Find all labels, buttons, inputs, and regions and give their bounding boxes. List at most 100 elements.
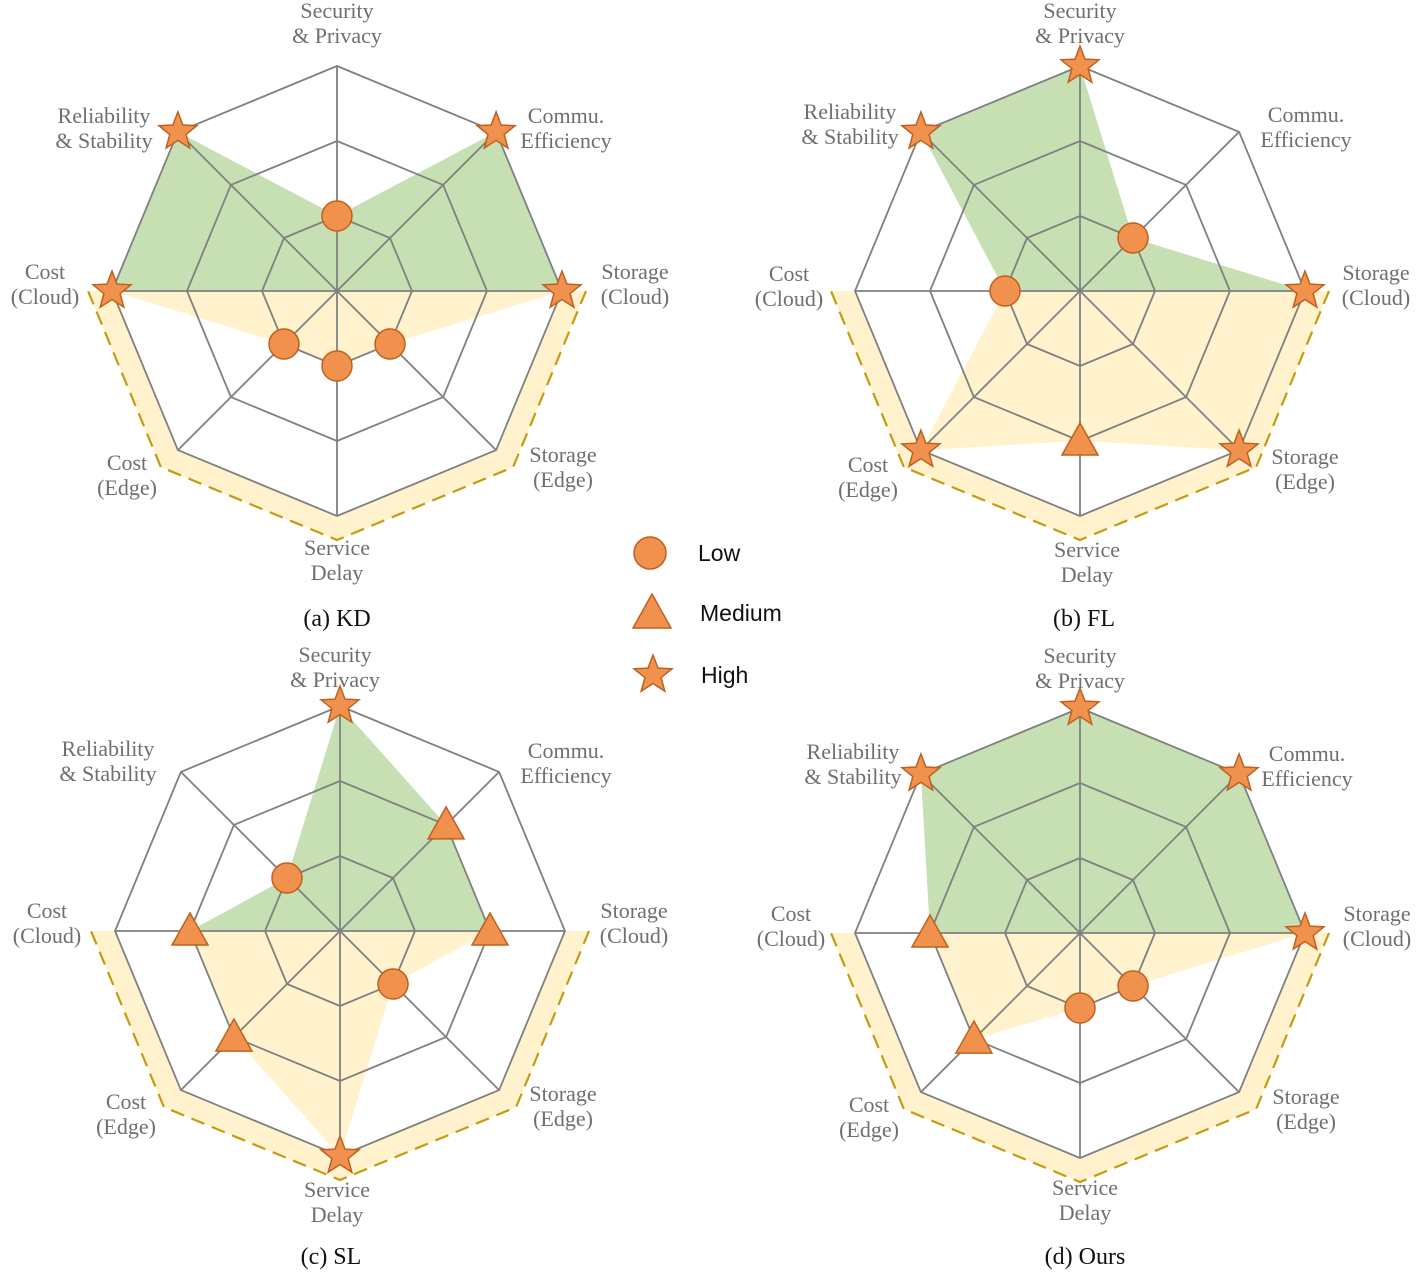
green-area (920, 708, 1305, 933)
axis-spoke (339, 771, 500, 932)
axis-label: Storage (Edge) (1272, 1084, 1339, 1134)
axis-spoke (920, 773, 1081, 934)
value-marker-star (156, 109, 199, 150)
legend-label: High (701, 662, 748, 688)
value-marker-circle (321, 200, 353, 232)
value-marker-star (1058, 43, 1102, 84)
yellow-band (88, 291, 586, 540)
value-marker-triangle (170, 911, 210, 946)
radar-panel-fl: Security & Privacy Commu. Efficiency Storage… (755, 0, 1410, 632)
axis-label: Cost (Cloud) (755, 261, 823, 311)
axis-label: Storage (Edge) (529, 1081, 596, 1131)
yellow-band (831, 933, 1329, 1182)
value-marker-circle (271, 862, 303, 894)
axis-label: Service Delay (1052, 1175, 1118, 1225)
value-marker-star (899, 751, 942, 792)
radar-panel-ours: Security & Privacy Commu. Efficiency Storage… (757, 643, 1411, 1270)
value-marker-star (318, 1133, 362, 1174)
axis-label: Storage (Edge) (529, 442, 596, 492)
axis-label: Cost (Cloud) (11, 259, 79, 309)
dashed-border (86, 290, 588, 542)
axis-label: Commu. Efficiency (1260, 102, 1351, 152)
value-marker-star (1058, 685, 1102, 726)
panel-caption: (d) Ours (1045, 1244, 1126, 1270)
axis-label: Security & Privacy (292, 0, 382, 48)
green-area (112, 131, 562, 291)
value-marker-triangle (1060, 421, 1100, 456)
yellow-band (831, 291, 1329, 540)
axis-label: Service Delay (1054, 537, 1120, 587)
green-area (920, 66, 1305, 291)
legend-label: Low (698, 540, 741, 566)
dashed-border (829, 932, 1331, 1184)
legend-circle-icon (633, 536, 667, 570)
axis-label: Security & Privacy (290, 642, 380, 692)
axis-label: Commu. Efficiency (520, 738, 611, 788)
axis-label: Security & Privacy (1035, 0, 1125, 48)
value-marker-triangle (426, 805, 466, 840)
panel-caption: (b) FL (1053, 606, 1115, 632)
axis-spoke (1079, 131, 1240, 292)
dashed-border (829, 290, 1331, 542)
value-marker-triangle (910, 913, 950, 948)
axis-label: Service Delay (304, 535, 370, 585)
value-marker-star (1218, 427, 1261, 469)
value-marker-star (1218, 751, 1261, 792)
value-marker-star (1283, 910, 1327, 951)
radar-panel-sl: Security & Privacy Commu. Efficiency Storage… (13, 642, 668, 1270)
axis-label: Service Delay (304, 1177, 370, 1227)
value-marker-circle (374, 328, 406, 360)
value-marker-circle (989, 275, 1021, 307)
dashed-border (89, 930, 591, 1182)
value-marker-triangle (470, 911, 510, 946)
axis-label: Storage (Edge) (1271, 444, 1338, 494)
value-marker-star (540, 268, 584, 309)
legend-item-medium: Medium (631, 592, 782, 629)
axis-spoke (1079, 932, 1240, 1093)
axis-label: Cost (Edge) (839, 1092, 899, 1142)
axis-spoke (336, 131, 497, 292)
axis-label: Commu. Efficiency (1261, 741, 1352, 791)
panel-caption: (a) KD (303, 606, 370, 632)
axis-spoke (920, 131, 1081, 292)
value-marker-star (318, 683, 362, 724)
axis-spoke (920, 290, 1081, 451)
value-marker-star (899, 427, 942, 469)
legend-star-icon (631, 652, 675, 693)
yellow-area (920, 291, 1305, 451)
value-marker-circle (1117, 970, 1149, 1002)
panel-caption: (c) SL (301, 1244, 362, 1270)
axis-label: Cost (Edge) (96, 1089, 156, 1139)
value-marker-triangle (214, 1017, 254, 1052)
axis-spoke (339, 930, 500, 1091)
axis-label: Cost (Cloud) (757, 901, 825, 951)
axis-spoke (180, 930, 341, 1091)
axis-spoke (1079, 773, 1240, 934)
radar-panel-kd: Security & Privacy Commu. Efficiency Storage… (11, 0, 669, 632)
axis-spoke (177, 290, 338, 451)
value-marker-circle (321, 350, 353, 382)
legend: Low Medium High (631, 536, 782, 693)
value-marker-circle (1064, 992, 1096, 1024)
value-marker-circle (268, 328, 300, 360)
axis-label: Reliability & Stability (804, 739, 901, 789)
legend-item-low: Low (633, 536, 741, 570)
value-marker-circle (1117, 222, 1149, 254)
axis-label: Storage (Cloud) (1342, 260, 1410, 310)
axis-label: Reliability & Stability (55, 103, 152, 153)
value-marker-star (475, 109, 518, 150)
legend-item-high: High (631, 652, 748, 693)
value-marker-star (899, 109, 942, 150)
axis-label: Storage (Cloud) (600, 898, 668, 948)
axis-spoke (180, 771, 341, 932)
axis-spoke (177, 131, 338, 292)
yellow-band (91, 931, 589, 1180)
axis-label: Cost (Cloud) (13, 898, 81, 948)
value-marker-star (90, 268, 134, 309)
value-marker-star (1283, 268, 1327, 309)
axis-label: Reliability & Stability (801, 99, 898, 149)
axis-label: Reliability & Stability (59, 736, 156, 786)
axis-label: Security & Privacy (1035, 643, 1125, 693)
axis-label: Cost (Edge) (838, 452, 898, 502)
